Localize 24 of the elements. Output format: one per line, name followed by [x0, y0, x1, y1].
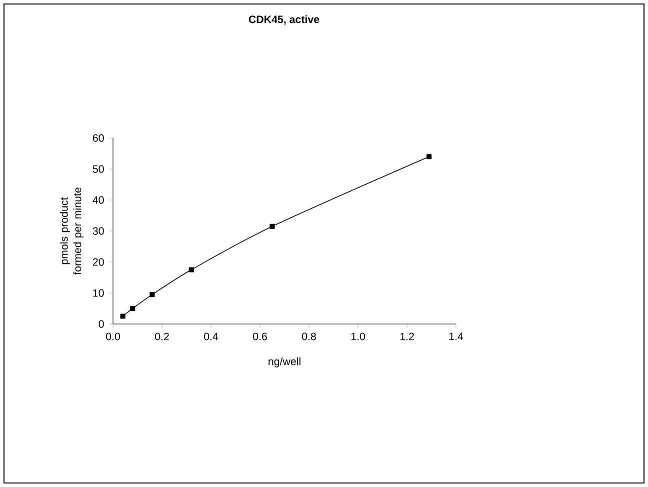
y-tick-label: 50	[92, 165, 104, 173]
x-axis-title: ng/well	[268, 357, 300, 368]
point	[270, 224, 275, 229]
point	[130, 306, 136, 312]
point	[426, 154, 432, 160]
y-tick-label: 40	[92, 196, 104, 204]
y-tick-label: 0	[98, 320, 104, 328]
x-tick-label: 1.0	[351, 332, 366, 340]
x-tick-label: 1.4	[449, 332, 464, 340]
y-tick-label: 20	[92, 258, 104, 266]
x-tick-label: 0.8	[302, 332, 316, 340]
point	[150, 292, 155, 298]
y-tick-label: 10	[93, 289, 104, 297]
point	[188, 267, 194, 272]
x-tick-label: 1.2	[400, 332, 414, 340]
x-tick-label: 0.4	[204, 332, 218, 340]
y-axis-title: pmols product formed per minute	[60, 188, 84, 275]
x-tick-label: 0.6	[253, 332, 267, 340]
point	[120, 314, 126, 319]
y-tick-label: 60	[92, 134, 104, 142]
x-tick-label: 0.0	[106, 332, 120, 340]
y-tick-label: 30	[92, 227, 104, 235]
x-tick-label: 0.2	[155, 332, 169, 340]
chart-title: CDK45, active	[248, 15, 320, 25]
